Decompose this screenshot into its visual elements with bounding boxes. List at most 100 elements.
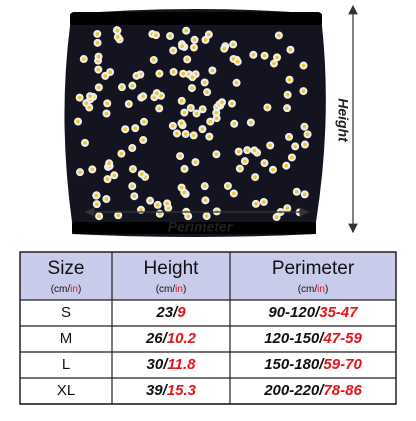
daisy-center xyxy=(108,70,112,74)
daisy-center xyxy=(105,101,110,106)
daisy-center xyxy=(303,142,307,147)
height-label: Height xyxy=(335,98,351,143)
daisy-center xyxy=(275,55,279,60)
daisy-center xyxy=(179,121,184,126)
daisy-center xyxy=(180,44,184,49)
perimeter-part: 59-70 xyxy=(323,356,362,373)
daisy-center xyxy=(120,85,124,89)
daisy-center xyxy=(165,201,169,206)
daisy-center xyxy=(131,167,135,171)
daisy-center xyxy=(182,190,186,195)
perimeter-part: 90-120/ xyxy=(268,304,321,321)
daisy-center xyxy=(238,166,242,171)
daisy-center xyxy=(158,211,162,216)
size-table: Size (cm/in) Height (cm/in) Perimeter (cm/in)… xyxy=(19,251,397,405)
daisy-center xyxy=(90,167,95,172)
unit-part: in xyxy=(70,284,78,295)
size-cell: XL xyxy=(57,382,75,399)
daisy-center xyxy=(302,124,307,129)
size-cell: L xyxy=(62,356,70,373)
daisy-center xyxy=(105,177,110,181)
header-unit: (cm/in) xyxy=(298,284,329,295)
daisy-center xyxy=(77,95,82,100)
daisy-center xyxy=(262,161,267,165)
daisy-center xyxy=(104,111,109,116)
daisy-center xyxy=(192,45,196,50)
daisy-center xyxy=(95,32,100,36)
daisy-center xyxy=(83,141,87,145)
daisy-center xyxy=(193,160,198,164)
daisy-center xyxy=(249,120,253,125)
perimeter-label: Perimeter xyxy=(168,219,234,235)
daisy-center xyxy=(94,202,99,206)
perimeter-part: 47-59 xyxy=(322,330,362,347)
daisy-center xyxy=(130,184,135,188)
header-title: Perimeter xyxy=(272,258,355,279)
daisy-center xyxy=(253,175,257,179)
daisy-center xyxy=(182,167,187,171)
daisy-center xyxy=(222,46,227,51)
daisy-center xyxy=(203,198,208,203)
daisy-center xyxy=(154,91,159,95)
daisy-center xyxy=(268,143,273,148)
daisy-center xyxy=(115,28,120,33)
unit-part: ) xyxy=(183,284,186,295)
daisy-center xyxy=(301,89,306,93)
daisy-center xyxy=(157,106,162,111)
daisy-center xyxy=(107,161,111,166)
daisy-center xyxy=(214,111,219,115)
daisy-center xyxy=(103,74,108,78)
daisy-center xyxy=(230,101,234,106)
height-cell: 26/10.2 xyxy=(145,330,197,347)
daisy-center xyxy=(123,127,128,132)
daisy-center xyxy=(293,144,297,149)
perimeter-part: 35-47 xyxy=(319,304,358,321)
daisy-center xyxy=(220,100,224,105)
daisy-center xyxy=(287,77,292,82)
daisy-center xyxy=(207,32,211,37)
daisy-center xyxy=(251,52,256,57)
daisy-center xyxy=(207,134,212,139)
daisy-center xyxy=(84,101,89,105)
height-cell: 23/9 xyxy=(155,304,186,321)
daisy-center xyxy=(305,132,310,137)
daisy-center xyxy=(116,35,120,39)
daisy-center xyxy=(179,185,184,190)
daisy-center xyxy=(252,148,257,153)
header-unit: (cm/in) xyxy=(51,284,82,295)
daisy-center xyxy=(112,173,117,178)
daisy-center xyxy=(157,71,162,76)
daisy-center xyxy=(94,193,99,198)
unit-part: (cm/ xyxy=(298,284,318,295)
daisy-center xyxy=(277,33,281,38)
daisy-center xyxy=(214,152,219,157)
daisy-center xyxy=(235,59,240,64)
daisy-center xyxy=(181,71,185,76)
daisy-center xyxy=(132,194,137,199)
daisy-center xyxy=(97,214,101,219)
daisy-center xyxy=(200,127,205,131)
daisy-center xyxy=(236,149,241,154)
daisy-center xyxy=(200,107,205,112)
daisy-center xyxy=(245,148,250,152)
daisy-center xyxy=(81,57,86,61)
daisy-center xyxy=(262,53,267,58)
daisy-center xyxy=(189,106,193,110)
daisy-center xyxy=(78,170,82,174)
perimeter-cell: 120-150/47-59 xyxy=(264,330,362,347)
unit-part: in xyxy=(175,284,183,295)
height-part: 15.3 xyxy=(167,382,197,399)
daisy-center xyxy=(140,172,144,176)
daisy-center xyxy=(148,198,152,203)
height-part: 39/ xyxy=(146,382,169,399)
perimeter-part: 200-220/ xyxy=(263,382,325,399)
daisy-center xyxy=(182,110,187,115)
daisy-center xyxy=(232,121,237,126)
height-part: 10.2 xyxy=(167,330,197,347)
size-cell: S xyxy=(61,304,71,321)
daisy-center xyxy=(285,206,290,211)
perimeter-cell: 150-180/59-70 xyxy=(264,356,362,373)
daisy-center xyxy=(88,94,92,98)
height-part: 23/ xyxy=(155,304,179,321)
